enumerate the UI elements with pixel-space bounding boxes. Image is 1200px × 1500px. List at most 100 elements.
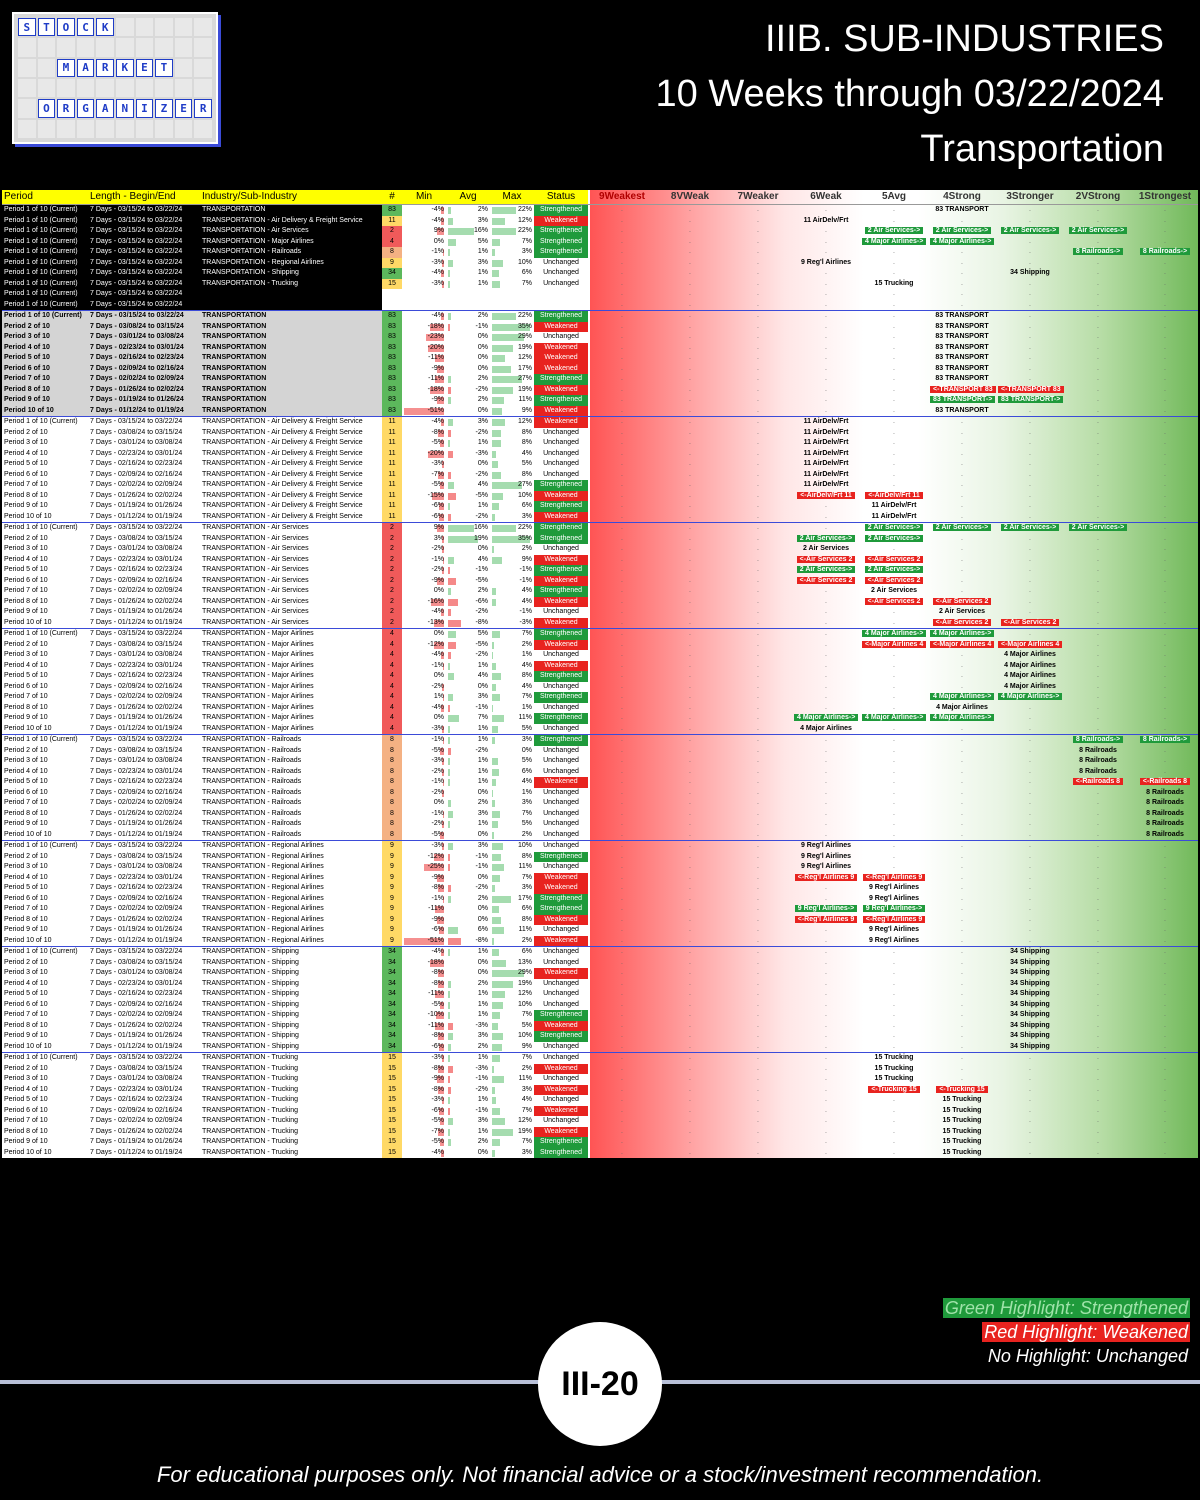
- bucket-cell: .: [1132, 640, 1198, 651]
- bucket-cell: .: [1064, 289, 1132, 300]
- bucket-dot: .: [1164, 884, 1166, 891]
- bucket-dot: .: [825, 630, 827, 637]
- bucket-cell: .: [860, 1095, 928, 1106]
- bucket-cell: .: [996, 258, 1064, 269]
- bucket-dot: .: [621, 830, 623, 838]
- bucket-label: <-Major Airlines 4: [930, 640, 995, 648]
- bucket-cell: .: [656, 1148, 724, 1159]
- max-value: 2%: [521, 545, 532, 552]
- table-row: Period 4 of 10 7 Days - 02/23/24 to 03/01…: [2, 978, 1198, 990]
- logo-cell: [174, 38, 193, 57]
- bucket-cell: .: [1132, 385, 1198, 396]
- bucket-dot: .: [825, 206, 827, 213]
- bucket-cell: .: [860, 819, 928, 830]
- bucket-cell: .: [1064, 979, 1132, 990]
- bucket-label: 8 Railroads: [1146, 830, 1184, 838]
- industry-cell: TRANSPORTATION - Air Services: [202, 587, 309, 594]
- bucket-cell: .: [656, 470, 724, 481]
- max-value: 27%: [517, 375, 532, 382]
- bucket-dot: .: [825, 343, 827, 351]
- bucket-cell: .: [860, 364, 928, 375]
- bucket-cell: .: [860, 979, 928, 990]
- bucket-label: 9 Reg'l Airlines: [800, 852, 852, 860]
- bucket-dot: .: [825, 512, 827, 520]
- logo-cell: [37, 38, 56, 57]
- bucket-dot: .: [1097, 343, 1099, 351]
- length-cell: 7 Days - 02/02/24 to 02/09/24: [90, 587, 183, 594]
- status-cell: [534, 300, 588, 311]
- bucket-cell: .: [588, 385, 656, 396]
- bucket-cell: .: [1132, 724, 1198, 735]
- status-cell: Unchanged: [543, 1075, 579, 1082]
- bucket-dot: .: [621, 524, 623, 531]
- min-bar: [434, 641, 444, 649]
- bucket-dot: .: [1029, 1127, 1031, 1135]
- bucket-cell: .: [588, 671, 656, 682]
- bucket-dot: .: [757, 354, 759, 361]
- avg-bar: [448, 280, 450, 288]
- length-cell: 7 Days - 02/23/24 to 03/01/24: [90, 449, 183, 457]
- bucket-cell: <-Reg'l Airlines 9: [792, 873, 860, 884]
- bucket-dot: .: [621, 290, 623, 297]
- bucket-cell: .: [996, 416, 1064, 428]
- bucket-dot: .: [689, 948, 691, 955]
- length-cell: 7 Days - 01/19/24 to 01/26/24: [90, 1138, 183, 1145]
- min-cell: -1%: [402, 247, 446, 258]
- min-bar: [437, 1086, 444, 1094]
- bucket-cell: 4 Major Airlines->: [928, 692, 996, 703]
- bucket-dot: .: [1097, 894, 1099, 902]
- bucket-cell: .: [724, 1095, 792, 1106]
- bucket-dot: .: [825, 703, 827, 711]
- bucket-dot: .: [621, 279, 623, 287]
- bucket-dot: .: [621, 502, 623, 509]
- min-bar: [435, 355, 444, 362]
- min-value: 0%: [433, 672, 444, 679]
- min-value: -6%: [431, 1042, 444, 1050]
- industry-cell: TRANSPORTATION: [200, 363, 382, 374]
- logo-cell: [174, 79, 193, 98]
- bucket-dot: .: [1029, 703, 1031, 711]
- bucket-cell: .: [792, 682, 860, 693]
- industry-cell: TRANSPORTATION - Trucking: [202, 1117, 299, 1124]
- bucket-cell: .: [588, 958, 656, 969]
- bucket-label: 4 Major Airlines: [1004, 682, 1056, 690]
- bucket-cell: .: [656, 840, 724, 852]
- bucket-cell: <-Railroads 8: [1132, 777, 1198, 788]
- bucket-cell: .: [860, 310, 928, 322]
- bucket-cell: 2 Air Services->: [1064, 226, 1132, 237]
- min-cell: -18%: [402, 385, 446, 396]
- bucket-cell: 2 Air Services: [928, 607, 996, 618]
- bucket-dot: .: [689, 863, 691, 870]
- table-row: Period 2 of 10 7 Days - 03/08/24 to 03/15…: [2, 1063, 1198, 1074]
- logo-cell: [37, 58, 56, 77]
- table-row: Period 8 of 10 7 Days - 01/26/24 to 02/02…: [2, 914, 1198, 925]
- bucket-cell: .: [792, 1148, 860, 1159]
- industry-cell: TRANSPORTATION - Air Delivery & Freight …: [200, 416, 382, 428]
- max-bar: [492, 503, 499, 510]
- bucket-cell: .: [724, 205, 792, 216]
- max-value: 7%: [521, 279, 532, 287]
- period-cell: Period 9 of 10: [4, 502, 48, 509]
- avg-cell: 1%: [446, 501, 490, 512]
- bucket-cell: .: [792, 830, 860, 841]
- bucket-cell: .: [792, 936, 860, 947]
- bucket-cell: .: [588, 883, 656, 894]
- table-row: Period 6 of 10 7 Days - 02/09/24 to 02/16…: [2, 469, 1198, 481]
- bucket-dot: .: [1164, 545, 1166, 552]
- avg-bar: [448, 471, 452, 479]
- avg-cell: 0%: [446, 682, 490, 693]
- bucket-dot: .: [621, 354, 623, 361]
- logo-letter: K: [96, 18, 114, 37]
- bucket-cell: <-Major Airlines 4: [860, 640, 928, 651]
- bucket-dot: .: [1029, 333, 1031, 340]
- min-value: -18%: [427, 385, 444, 393]
- bucket-cell: .: [724, 385, 792, 396]
- bucket-dot: .: [825, 969, 827, 976]
- industry-cell: TRANSPORTATION - Railroads: [202, 746, 302, 754]
- bucket-cell: .: [724, 374, 792, 385]
- table-row: Period 10 of 10 7 Days - 01/12/24 to 01/1…: [2, 1041, 1198, 1053]
- bucket-cell: .: [1064, 724, 1132, 735]
- bucket-dot: .: [621, 640, 623, 648]
- bucket-cell: .: [928, 734, 996, 746]
- industry-cell: TRANSPORTATION - Air Delivery & Freight …: [200, 215, 382, 226]
